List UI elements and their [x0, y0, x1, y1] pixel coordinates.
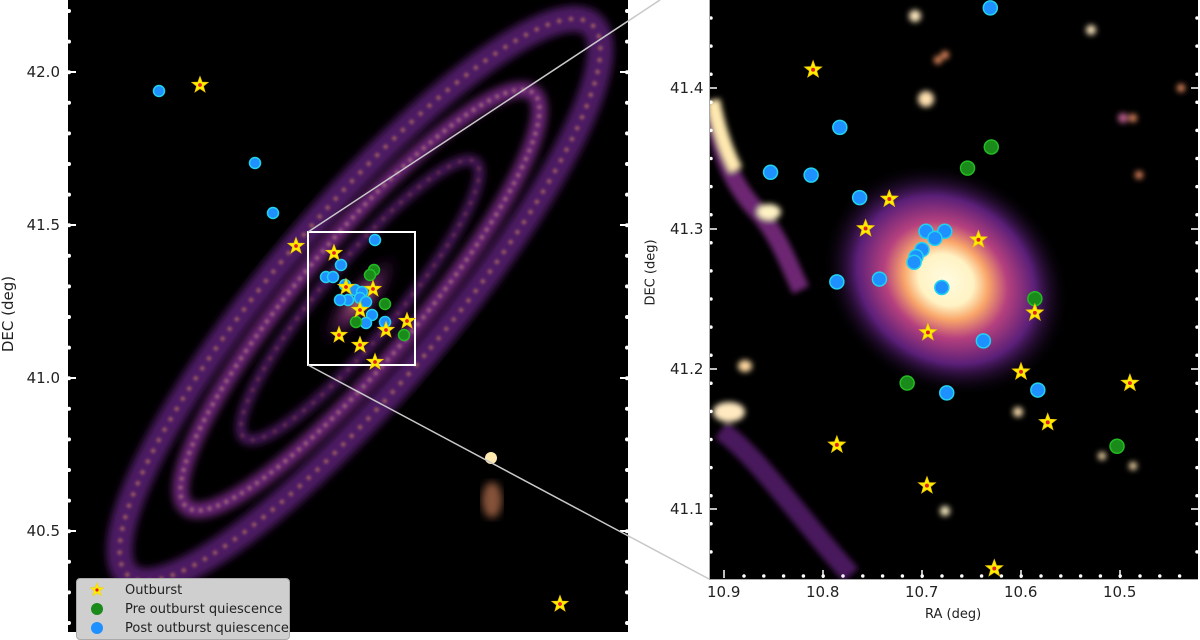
post-quiescence-marker [803, 167, 819, 183]
right-xtick-label: 10.6 [1004, 583, 1038, 601]
post-quiescence-marker [829, 274, 845, 290]
post-quiescence-marker [832, 119, 848, 136]
post-quiescence-marker [1030, 382, 1046, 398]
right-ytick-label: 41.1 [670, 500, 704, 518]
post-quiescence-marker [762, 164, 779, 181]
post-quiescence-marker [934, 279, 950, 296]
right-ytick-label: 41.3 [670, 220, 704, 238]
full-galaxy-panel [68, 0, 628, 632]
pre-quiescence-marker [397, 328, 411, 342]
right-xtick-label: 10.7 [905, 583, 939, 601]
post-quiescence-marker [871, 271, 888, 287]
post-quiescence-marker [851, 189, 868, 206]
left-y-axis-label: DEC (deg) [0, 275, 18, 353]
right-xtick-label: 10.8 [806, 583, 840, 601]
post-quiescence-marker [906, 254, 922, 270]
legend-label: Post outburst quiescence [125, 620, 289, 636]
right-x-axis-label: RA (deg) [925, 607, 982, 622]
post-quiescence-marker [248, 156, 262, 170]
left-ytick-label: 40.5 [26, 522, 60, 540]
pre-quiescence-marker [363, 268, 377, 282]
pre-quiescence-marker [349, 315, 363, 329]
blue-circle-icon [87, 620, 107, 636]
right-ytick-label: 41.4 [670, 79, 704, 97]
right-ytick-label: 41.2 [670, 360, 704, 378]
green-circle-icon [87, 601, 107, 617]
legend: Outburst Pre outburst quiescence Post ou… [76, 578, 290, 640]
legend-label: Pre outburst quiescence [125, 601, 283, 617]
left-ytick-label: 41.0 [26, 369, 60, 387]
post-quiescence-marker [975, 333, 992, 349]
left-ytick-label: 42.0 [26, 63, 60, 81]
post-quiescence-marker [334, 258, 348, 272]
post-quiescence-marker [359, 295, 373, 309]
left-ytick-label: 41.5 [26, 216, 60, 234]
legend-item-pre-outburst: Pre outburst quiescence [87, 601, 282, 617]
post-quiescence-marker [266, 206, 280, 220]
post-quiescence-marker [927, 230, 943, 247]
post-quiescence-marker [152, 84, 166, 98]
pre-quiescence-marker [899, 375, 915, 391]
pre-quiescence-marker [1109, 438, 1125, 455]
post-quiescence-marker [982, 0, 999, 16]
right-xtick-label: 10.5 [1103, 583, 1137, 601]
post-quiescence-marker [368, 233, 382, 247]
right-y-axis-label: DEC (deg) [643, 239, 659, 306]
legend-label: Outburst [125, 582, 183, 598]
bulge-image [710, 0, 1198, 579]
pre-quiescence-marker [983, 139, 1000, 155]
legend-item-outburst: Outburst [87, 582, 182, 598]
pre-quiescence-marker [378, 297, 392, 311]
pre-quiescence-marker [959, 160, 976, 176]
post-quiescence-marker [939, 385, 955, 401]
post-quiescence-marker [333, 293, 347, 307]
right-xtick-label: 10.9 [707, 583, 741, 601]
galaxy-image [68, 5, 628, 625]
legend-item-post-outburst: Post outburst quiescence [87, 620, 289, 636]
zoomed-bulge-panel [709, 0, 1198, 580]
post-quiescence-marker [326, 270, 340, 284]
star-icon [87, 582, 107, 598]
